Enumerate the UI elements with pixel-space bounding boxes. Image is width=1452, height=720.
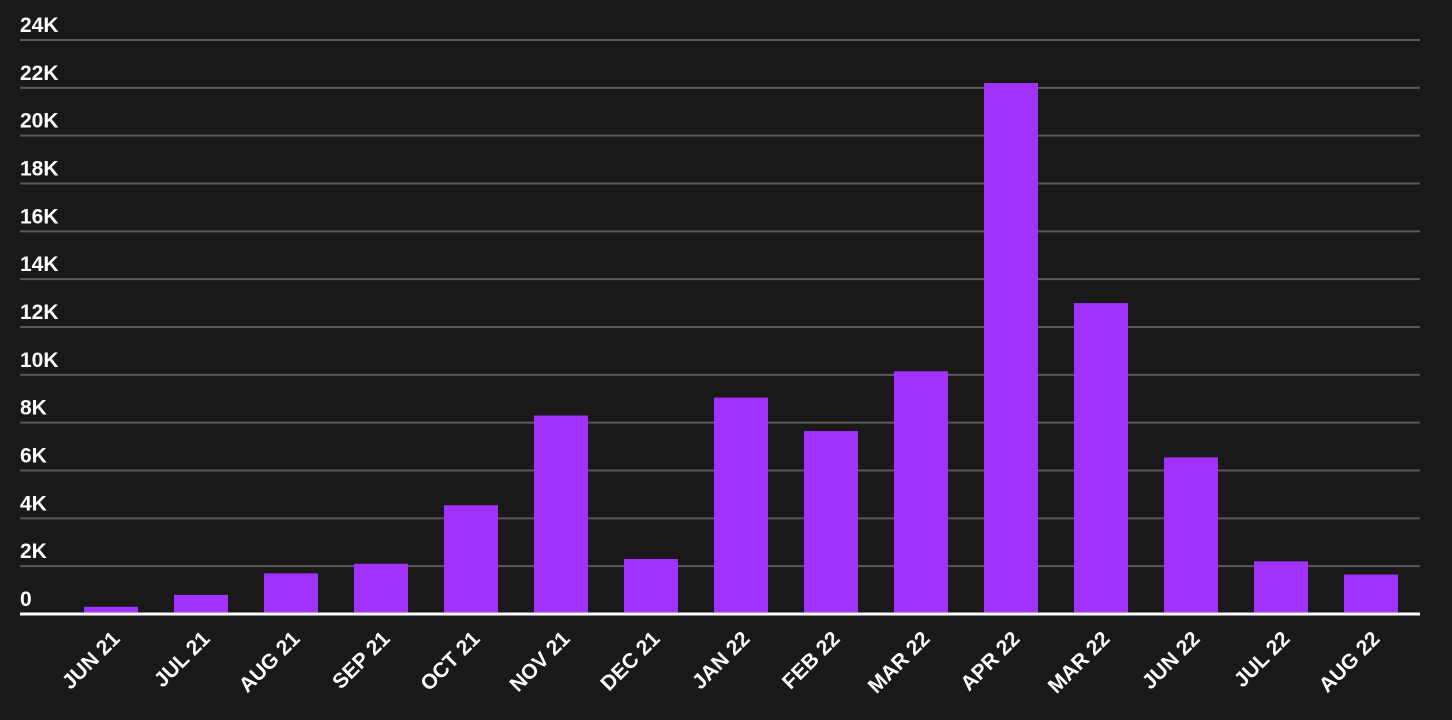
y-tick-label: 12K (20, 301, 59, 324)
x-tick-label: MAR 22 (864, 627, 935, 698)
y-tick-label: 22K (20, 62, 59, 85)
bar (804, 431, 858, 614)
y-tick-label: 0 (20, 588, 32, 611)
x-tick-label: NOV 21 (505, 627, 574, 696)
y-tick-label: 18K (20, 158, 59, 181)
bar (444, 505, 498, 614)
y-tick-label: 10K (20, 349, 59, 372)
y-tick-label: 24K (20, 14, 59, 37)
bar (984, 83, 1038, 615)
y-tick-label: 4K (20, 492, 47, 515)
x-tick-label: JUN 21 (58, 627, 125, 694)
bar (1074, 303, 1128, 614)
y-tick-label: 2K (20, 540, 47, 563)
x-tick-label: JAN 22 (688, 627, 755, 694)
bar (894, 371, 948, 614)
x-tick-label: JUL 21 (150, 627, 215, 692)
x-tick-label: AUG 22 (1315, 627, 1385, 697)
x-tick-label: SEP 21 (328, 627, 395, 694)
bar (264, 573, 318, 614)
bar (1344, 574, 1398, 614)
bar (174, 594, 228, 614)
y-tick-label: 16K (20, 205, 59, 228)
x-tick-label: JUL 22 (1230, 627, 1295, 692)
bar (534, 415, 588, 614)
y-tick-label: 20K (20, 110, 59, 133)
x-tick-label: APR 22 (956, 627, 1024, 695)
y-tick-label: 6K (20, 445, 47, 468)
x-tick-label: DEC 21 (596, 627, 664, 695)
x-tick-label: OCT 21 (416, 627, 484, 695)
x-tick-label: AUG 21 (235, 627, 305, 697)
x-tick-label: FEB 22 (778, 627, 845, 694)
y-tick-label: 8K (20, 397, 47, 420)
x-tick-label: JUN 22 (1138, 627, 1205, 694)
bar (1254, 561, 1308, 614)
y-tick-label: 14K (20, 253, 59, 276)
x-tick-label: MAR 22 (1044, 627, 1115, 698)
bar (1164, 457, 1218, 614)
bar (714, 397, 768, 614)
bar (354, 563, 408, 614)
bar (624, 558, 678, 614)
bar (84, 606, 138, 614)
